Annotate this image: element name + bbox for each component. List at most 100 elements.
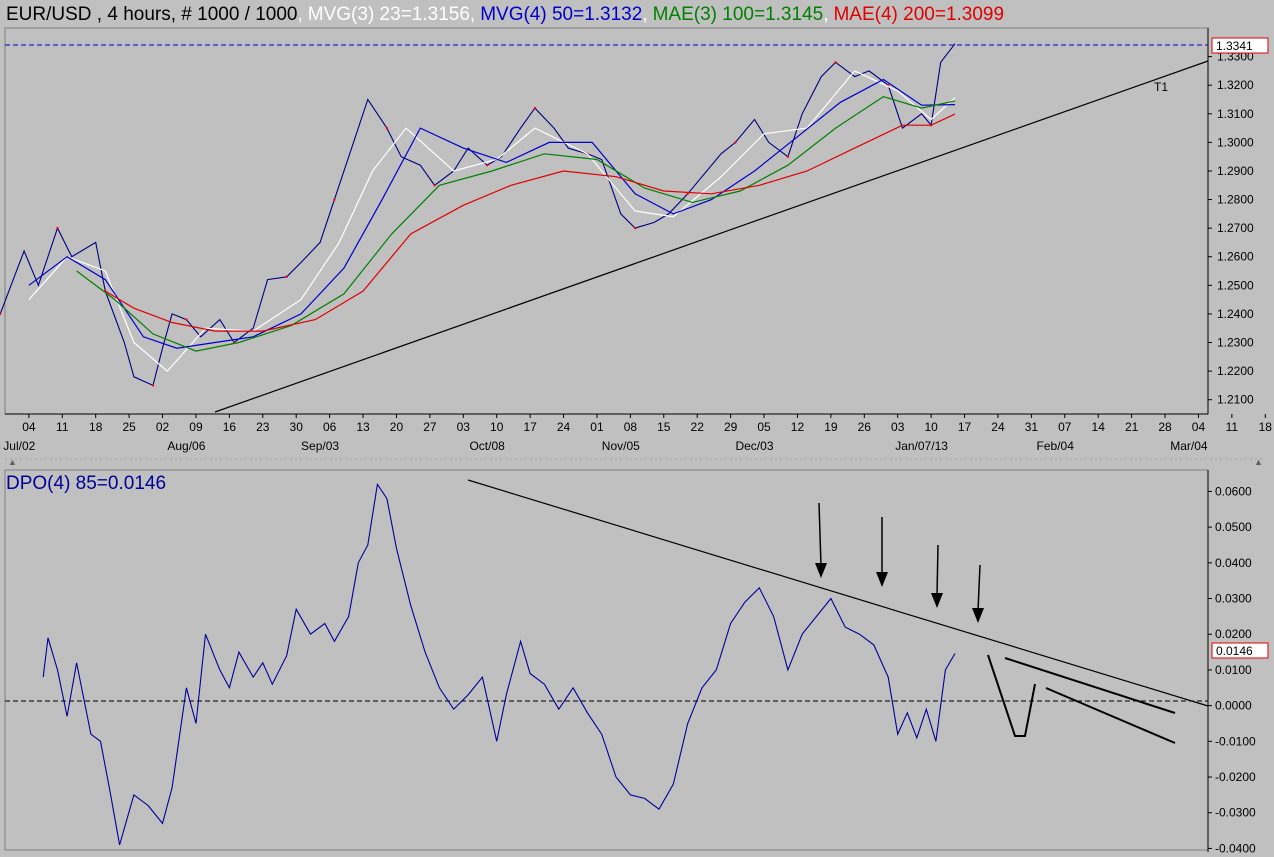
title-separator-3: , (642, 4, 647, 25)
dpo-last-label: 0.0146 (1216, 644, 1253, 658)
arrow-annotation-4 (972, 564, 984, 623)
dpo-line (42, 482, 956, 846)
arrow-annotation-1 (815, 502, 827, 578)
price-point (333, 198, 336, 201)
dpo-series-group (42, 482, 956, 846)
mvg3-line (28, 70, 956, 372)
x-month-label: Oct/08 (469, 439, 505, 453)
x-day-label: 13 (356, 420, 370, 434)
dpo-title: DPO(4) 85=0.0146 (6, 473, 166, 494)
x-day-label: 18 (89, 420, 103, 434)
mvg4-line (28, 78, 956, 349)
legend-mae4: MAE(4) 200=1.3099 (833, 4, 1004, 25)
trendline-t1 (214, 60, 1209, 413)
x-day-label: 09 (189, 420, 203, 434)
mae3-line (76, 95, 956, 352)
x-day-label: 04 (1192, 420, 1206, 434)
price-y-ticks: 1.2100 1.2200 1.2300 1.2400 1.2500 1.2600 1.27… (1208, 50, 1254, 407)
x-day-label: 05 (757, 420, 771, 434)
price-point (151, 384, 155, 387)
x-day-label: 03 (891, 420, 905, 434)
x-day-label: 08 (624, 420, 638, 434)
panel-separator[interactable] (0, 455, 1274, 465)
price-point (285, 275, 288, 278)
projected-line-upper (1004, 657, 1176, 714)
x-day-label: 20 (390, 420, 404, 434)
x-day-label: 12 (791, 420, 805, 434)
x-day-label: 02 (156, 420, 170, 434)
x-day-label: 07 (1058, 420, 1072, 434)
price-series-line (0, 43, 956, 387)
price-point (533, 106, 537, 110)
x-day-label: 27 (423, 420, 437, 434)
x-month-label: Mar/04 (1170, 439, 1208, 453)
dpo-y-tick-label: -0.0200 (1215, 770, 1256, 784)
dpo-y-tick-label: 0.0400 (1215, 556, 1252, 570)
x-month-label: Sep/03 (301, 439, 339, 453)
price-point (734, 141, 737, 144)
x-day-label: 30 (290, 420, 304, 434)
dpo-y-tick-label: 0.0200 (1215, 627, 1252, 641)
dpo-last-box (1211, 642, 1269, 659)
title-symbol: EUR/USD , 4 hours, # 1000 / 1000 (6, 4, 298, 25)
x-month-label: Jul/02 (3, 439, 35, 453)
price-point (56, 226, 59, 230)
price-point (185, 318, 188, 321)
dpo-y-tick-label: -0.0300 (1215, 806, 1256, 820)
projected-w-pattern (987, 654, 1036, 737)
price-y-tick-label: 1.2400 (1217, 307, 1254, 321)
separator-right-arrow-icon[interactable]: ▲ (1254, 457, 1263, 467)
x-day-label: 16 (223, 420, 237, 434)
dpo-y-ticks: -0.0400 -0.0300 -0.0200 -0.0100 0.0000 0.0100… (1208, 484, 1256, 855)
trendline-t1-label: T1 (1154, 80, 1168, 94)
price-series-group (0, 43, 956, 387)
x-month-label: Dec/03 (735, 439, 773, 453)
price-point (0, 312, 2, 316)
x-day-label: 24 (557, 420, 571, 434)
x-day-label: 06 (323, 420, 337, 434)
dpo-y-tick-label: -0.0100 (1215, 734, 1256, 748)
price-point (433, 184, 436, 187)
x-day-label: 31 (1025, 420, 1039, 434)
price-y-tick-label: 1.3100 (1217, 107, 1254, 121)
x-day-label: 10 (490, 420, 504, 434)
arrow-annotation-2 (876, 517, 888, 587)
price-y-tick-label: 1.3200 (1217, 78, 1254, 92)
x-day-label: 24 (991, 420, 1005, 434)
price-point (786, 155, 790, 158)
x-day-label: 01 (590, 420, 604, 434)
x-month-label: Aug/06 (167, 439, 205, 453)
dpo-y-tick-label: 0.0100 (1215, 663, 1252, 677)
x-day-label: 17 (523, 420, 537, 434)
price-point (633, 226, 637, 230)
dpo-y-tick-label: -0.0400 (1215, 841, 1256, 855)
legend-mvg3: MVG(3) 23=1.3156 (308, 4, 470, 25)
price-y-tick-label: 1.2600 (1217, 250, 1254, 264)
x-month-label: Nov/05 (602, 439, 640, 453)
x-day-label: 21 (1125, 420, 1139, 434)
separator-left-arrow-icon[interactable]: ▲ (8, 457, 17, 467)
price-y-tick-label: 1.2200 (1217, 364, 1254, 378)
x-day-label: 15 (657, 420, 671, 434)
last-price-box (1211, 37, 1269, 54)
last-price-label: 1.3341 (1216, 39, 1253, 53)
x-day-label: 11 (56, 420, 69, 434)
legend-mae3: MAE(3) 100=1.3145 (653, 4, 824, 25)
x-day-label: 18 (1259, 420, 1273, 434)
price-y-tick-label: 1.2500 (1217, 278, 1254, 292)
x-day-label: 29 (724, 420, 738, 434)
projected-line-lower (1045, 687, 1176, 744)
title-separator-4: , (823, 4, 828, 25)
x-day-label: 22 (691, 420, 705, 434)
price-y-tick-label: 1.2700 (1217, 221, 1254, 235)
price-y-tick-label: 1.3000 (1217, 135, 1254, 149)
x-day-label: 23 (256, 420, 270, 434)
price-point (385, 126, 389, 130)
dpo-y-tick-label: 0.0500 (1215, 520, 1252, 534)
x-day-label: 14 (1092, 420, 1106, 434)
price-point (834, 61, 837, 64)
dpo-y-tick-label: 0.0300 (1215, 592, 1252, 606)
x-day-label: 19 (824, 420, 838, 434)
